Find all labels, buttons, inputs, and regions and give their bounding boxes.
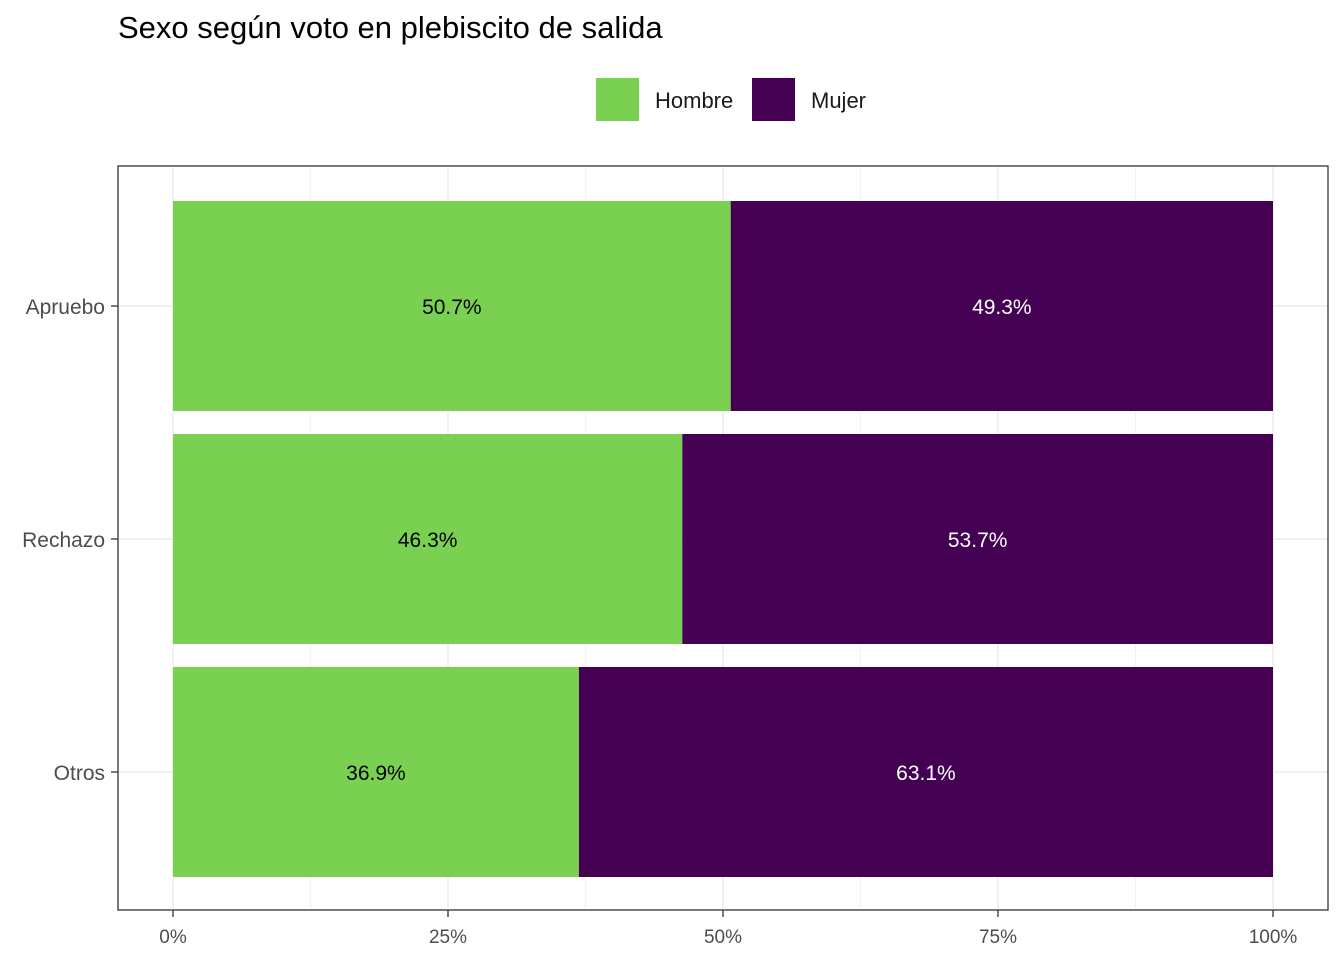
y-tick-label: Rechazo: [22, 529, 105, 552]
legend-key-mujer: [752, 78, 795, 121]
bar-data-label: 49.3%: [972, 296, 1032, 319]
bar-data-label: 46.3%: [398, 529, 458, 552]
x-axis: 0% 25% 50% 75% 100%: [159, 910, 1297, 948]
legend-key-hombre: [596, 78, 639, 121]
legend-label-hombre: Hombre: [655, 88, 733, 113]
legend-label-mujer: Mujer: [811, 88, 866, 113]
y-axis: Apruebo Rechazo Otros: [22, 296, 118, 785]
y-tick-label: Apruebo: [26, 296, 105, 319]
x-tick-label: 25%: [429, 927, 467, 948]
bar-hombre: [173, 201, 731, 411]
x-tick-label: 50%: [704, 927, 742, 948]
y-tick-label: Otros: [54, 762, 105, 785]
bar-labels: 50.7% 49.3% 46.3% 53.7% 36.9% 63.1%: [346, 296, 1031, 785]
bar-data-label: 63.1%: [896, 762, 956, 785]
bar-mujer: [682, 434, 1273, 644]
x-tick-label: 0%: [159, 927, 187, 948]
bars: [173, 201, 1273, 877]
bar-hombre: [173, 667, 579, 877]
bar-mujer: [730, 201, 1273, 411]
bar-mujer: [578, 667, 1273, 877]
x-tick-label: 100%: [1249, 927, 1298, 948]
bar-data-label: 36.9%: [346, 762, 406, 785]
legend: Hombre Mujer: [596, 78, 866, 121]
x-tick-label: 75%: [979, 927, 1017, 948]
bar-data-label: 50.7%: [422, 296, 482, 319]
bar-data-label: 53.7%: [948, 529, 1008, 552]
bar-hombre: [173, 434, 683, 644]
chart-title: Sexo según voto en plebiscito de salida: [118, 10, 663, 45]
